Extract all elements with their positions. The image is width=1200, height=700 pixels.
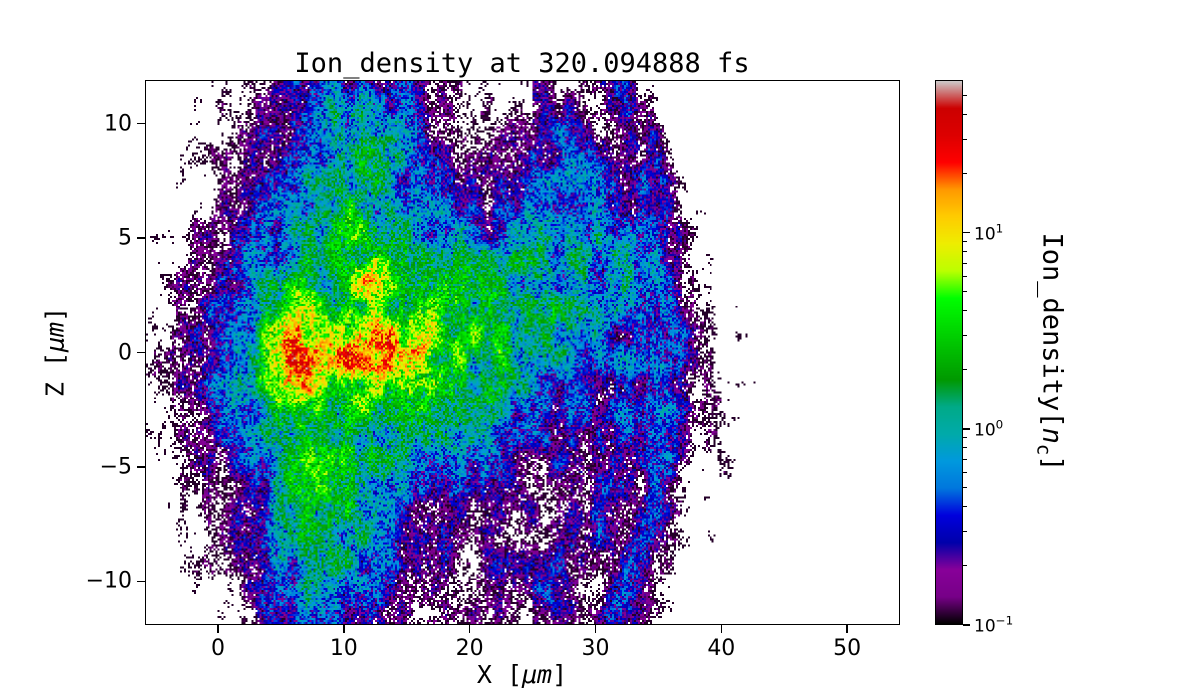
colorbar-minor-tick: [963, 241, 967, 243]
x-tick: [343, 625, 345, 633]
y-tick-label: 5: [118, 225, 132, 251]
colorbar-label: Ion_density[nc]: [1032, 233, 1067, 472]
y-tick-label: −5: [99, 454, 132, 480]
colorbar-canvas: [936, 81, 962, 624]
colorbar-minor-tick: [963, 95, 967, 97]
y-tick-label: −10: [85, 568, 132, 594]
colorbar-minor-tick: [963, 334, 967, 336]
x-tick-label: 30: [581, 636, 610, 661]
y-tick: [137, 351, 145, 354]
colorbar-minor-tick: [963, 138, 967, 140]
colorbar-tick: [963, 231, 970, 234]
colorbar-minor-tick: [963, 506, 967, 508]
colorbar-tick-label: 101: [974, 221, 1003, 244]
x-axis-label: X [μm]: [477, 660, 567, 689]
colorbar-tick-base: 10: [974, 223, 996, 244]
colorbar-minor-tick: [963, 530, 967, 532]
colorbar-minor-tick: [963, 458, 967, 460]
y-axis-label-unit: μm: [40, 321, 70, 353]
colorbar-minor-tick: [963, 447, 967, 449]
colorbar-tick: [963, 428, 970, 430]
colorbar-tick: [963, 624, 970, 626]
colorbar-label-var: n: [1036, 427, 1068, 444]
x-axis-label-unit: μm: [521, 660, 553, 689]
y-axis-label-prefix: Z [: [40, 352, 70, 398]
colorbar-minor-tick: [963, 262, 967, 264]
colorbar-minor-tick: [963, 437, 967, 439]
colorbar-minor-tick: [963, 310, 967, 312]
colorbar-tick-exponent: 0: [995, 417, 1004, 432]
colorbar-minor-tick: [963, 291, 967, 293]
x-tick: [846, 625, 848, 633]
colorbar-minor-tick: [963, 565, 967, 567]
y-tick: [137, 237, 145, 239]
y-axis-label: Z [μm]: [41, 307, 70, 397]
colorbar-label-prefix: Ion_density[: [1036, 232, 1068, 428]
x-tick-label: 0: [210, 636, 225, 661]
x-axis-label-suffix: ]: [552, 660, 568, 689]
x-tick-label: 40: [707, 636, 736, 661]
y-tick: [137, 466, 145, 468]
x-axis-label-prefix: X [: [476, 660, 522, 689]
y-tick: [137, 122, 145, 125]
colorbar-tick-base: 10: [974, 616, 996, 637]
y-tick: [137, 580, 145, 583]
colorbar: [935, 80, 963, 625]
x-tick-label: 10: [329, 636, 358, 661]
x-tick: [217, 625, 219, 633]
colorbar-label-suffix: ]: [1036, 455, 1068, 472]
x-tick: [720, 625, 723, 633]
colorbar-tick-base: 10: [974, 420, 996, 441]
colorbar-minor-tick: [963, 173, 967, 175]
colorbar-label-sub: c: [1032, 443, 1055, 456]
heatmap-canvas: [146, 81, 899, 624]
colorbar-minor-tick: [963, 487, 967, 489]
colorbar-minor-tick: [963, 251, 967, 253]
colorbar-tick-label: 100: [974, 417, 1003, 440]
y-tick-label: 10: [104, 111, 132, 136]
y-tick-label: 0: [118, 340, 132, 365]
plot-area: [145, 80, 900, 625]
x-tick-label: 20: [455, 636, 484, 661]
colorbar-minor-tick: [963, 369, 967, 371]
chart-title: Ion_density at 320.094888 fs: [294, 48, 750, 79]
colorbar-tick-exponent: 1: [995, 221, 1004, 236]
colorbar-minor-tick: [963, 471, 967, 473]
y-axis-label-suffix: ]: [40, 306, 70, 322]
x-tick: [468, 625, 471, 633]
x-tick: [594, 625, 597, 633]
colorbar-minor-tick: [963, 114, 967, 116]
colorbar-tick-exponent: −1: [995, 613, 1014, 628]
colorbar-minor-tick: [963, 275, 967, 277]
colorbar-tick-label: 10−1: [974, 614, 1013, 637]
x-tick-label: 50: [833, 636, 862, 661]
